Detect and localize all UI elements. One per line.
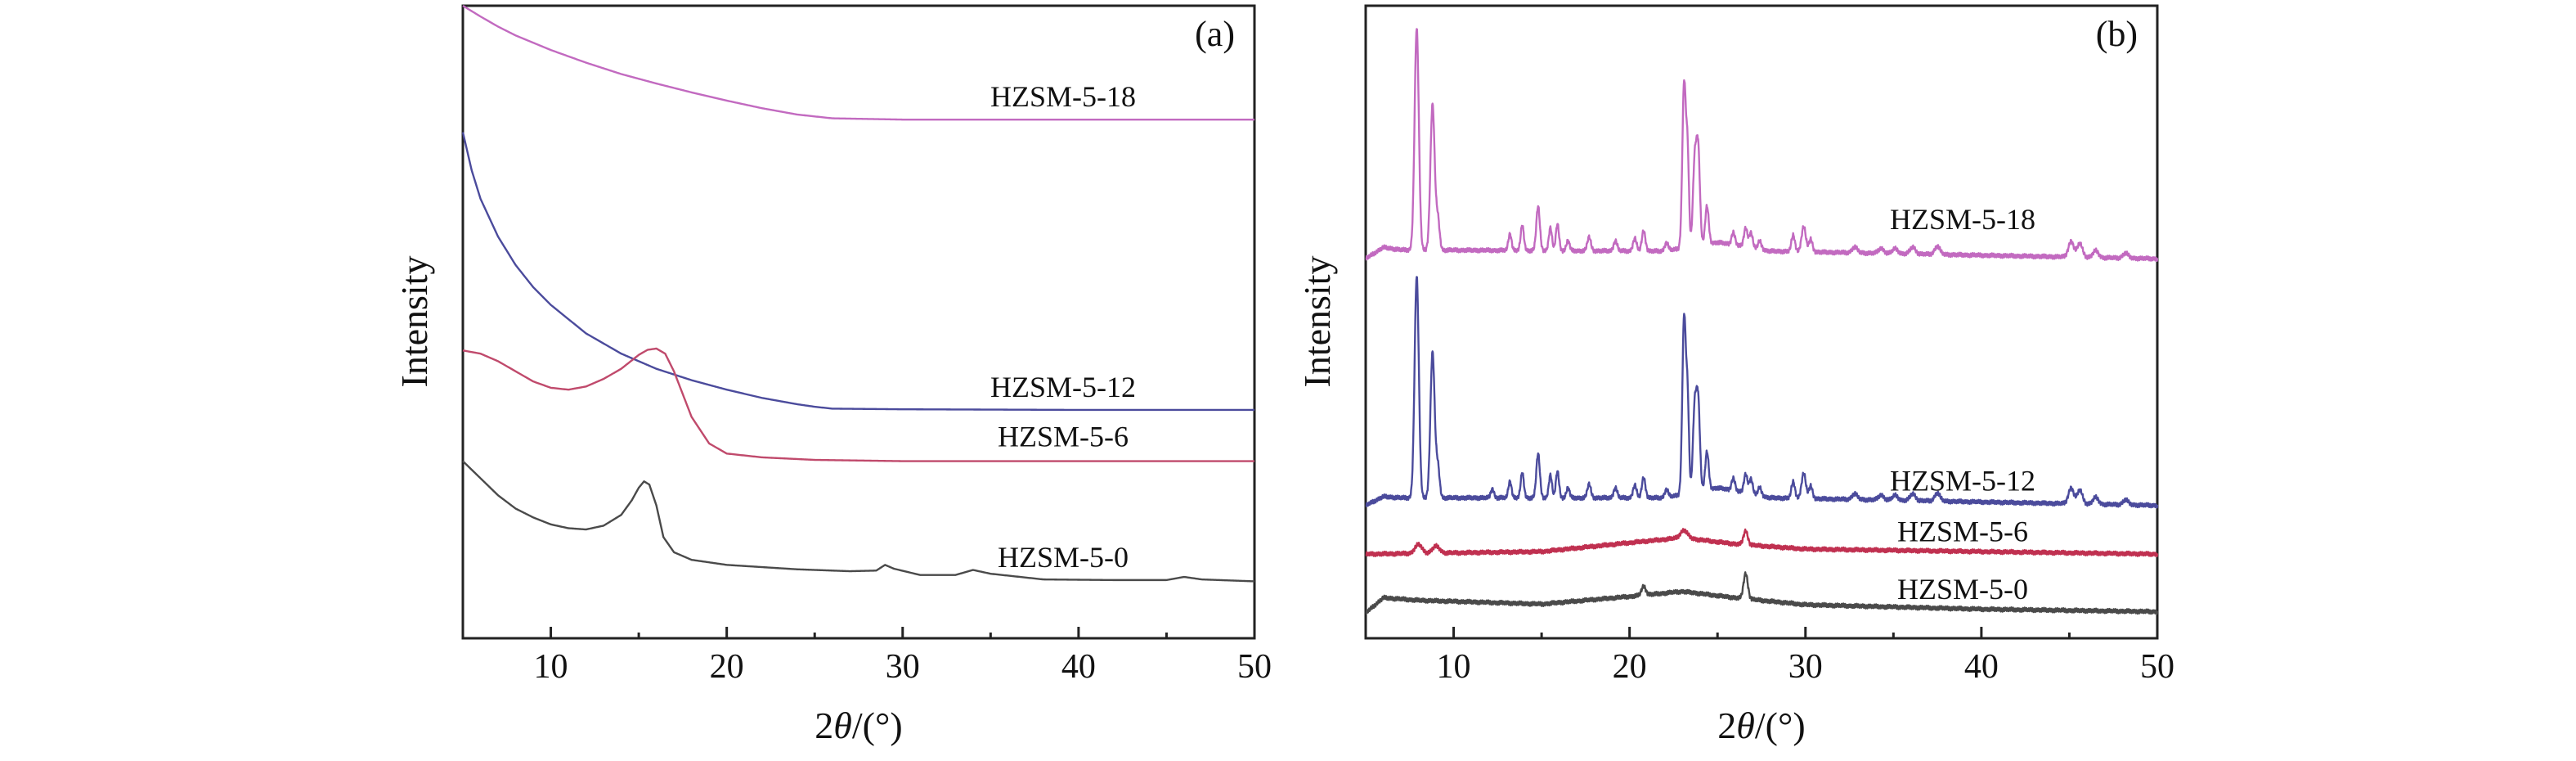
x-tick-label: 20 (710, 648, 744, 686)
series-labels-a: HZSM-5-18 HZSM-5-12 HZSM-5-6 HZSM-5-0 (990, 80, 1136, 574)
series-line-hzsm-5-0 (462, 460, 1255, 583)
series-group-a (461, 4, 1255, 583)
chart-panel-a: 10 20 30 40 50 HZSM-5-18HZSM-5-12HZSM-5-6HZS… (393, 4, 1272, 746)
panel-label-a: (a) (1195, 14, 1235, 54)
x-tick-label: 10 (1437, 648, 1471, 686)
series-label: HZSM-5-6 (998, 421, 1129, 453)
x-tick-label: 50 (1237, 648, 1272, 686)
panel-label-b: (b) (2096, 14, 2138, 54)
series-line-hzsm-5-12 (1365, 276, 2159, 509)
x-tick-label: 50 (2140, 648, 2174, 686)
x-tick-label: 30 (1788, 648, 1823, 686)
series-label: HZSM-5-12 (990, 371, 1136, 403)
series-line-hzsm-5-18 (1365, 28, 2159, 262)
y-axis-label-a: Intensity (393, 256, 435, 388)
series-line-hzsm-5-6 (462, 347, 1255, 462)
series-label: HZSM-5-6 (1897, 516, 2028, 548)
series-line-hzsm-5-6 (1365, 528, 2159, 557)
plot-frame-b (1364, 4, 2159, 640)
chart-panel-b: 10 20 30 40 50 HZSM-5-18HZSM-5-12HZSM-5-6HZS… (1296, 4, 2174, 746)
series-label: HZSM-5-0 (998, 541, 1129, 574)
x-tick-label: 10 (534, 648, 568, 686)
x-tick-label: 40 (1964, 648, 1999, 686)
x-ticks-b: 10 20 30 40 50 (1364, 627, 2174, 686)
series-line-hzsm-5-0 (1365, 571, 2159, 615)
x-tick-label: 30 (886, 648, 920, 686)
series-label: HZSM-5-0 (1897, 573, 2028, 606)
x-tick-label: 20 (1613, 648, 1647, 686)
y-axis-label-b: Intensity (1296, 256, 1338, 388)
series-line-hzsm-5-18 (462, 4, 1255, 121)
x-ticks-a: 10 20 30 40 50 (461, 627, 1272, 686)
x-axis-label-b: 2θ/(°) (1717, 705, 1805, 746)
plot-frame-a (461, 4, 1256, 640)
series-line-hzsm-5-12 (461, 132, 1255, 412)
series-group-b (1365, 28, 2159, 615)
x-axis-label-a: 2θ/(°) (815, 705, 902, 746)
series-label: HZSM-5-18 (990, 80, 1136, 113)
series-label: HZSM-5-18 (1890, 203, 2035, 236)
x-tick-label: 40 (1061, 648, 1096, 686)
series-label: HZSM-5-12 (1890, 465, 2035, 498)
series-labels-b: HZSM-5-18 HZSM-5-12 HZSM-5-6 HZSM-5-0 (1890, 203, 2035, 606)
